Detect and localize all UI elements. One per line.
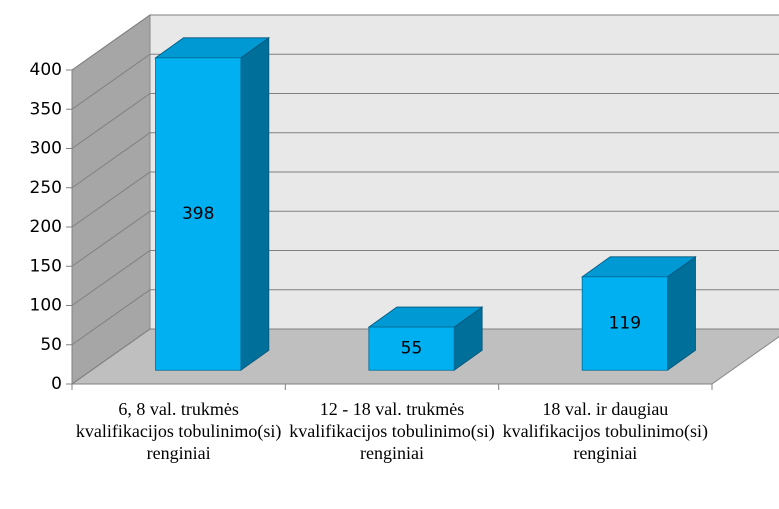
y-tick-label: 100 xyxy=(30,296,62,316)
grid-line xyxy=(71,132,779,189)
x-tick-label: 12 - 18 val. trukmės kvalifikacijos tobu… xyxy=(289,399,495,463)
y-tick-label: 50 xyxy=(40,335,62,355)
bar xyxy=(155,57,242,371)
grid-line xyxy=(71,250,779,306)
grid-line xyxy=(71,53,779,110)
grid-line xyxy=(71,14,779,71)
y-tick-label: 350 xyxy=(30,99,62,119)
bar xyxy=(581,276,668,371)
y-tick-label: 300 xyxy=(30,139,62,159)
y-tick-label: 400 xyxy=(30,60,62,80)
y-tick-label: 250 xyxy=(30,178,62,198)
value-label: 398 xyxy=(182,204,214,224)
grid-line xyxy=(71,171,779,228)
bar-side xyxy=(240,37,270,372)
value-label: 55 xyxy=(401,339,423,359)
y-tick-label: 150 xyxy=(30,256,62,276)
x-tick-label: 18 val. ir daugiau kvalifikacijos tobuli… xyxy=(502,399,709,463)
x-tick-label: 6, 8 val. trukmės kvalifikacijos tobulin… xyxy=(75,399,282,463)
bar xyxy=(368,326,455,371)
y-tick-label: 0 xyxy=(51,374,62,394)
value-label: 119 xyxy=(609,314,641,334)
grid-line xyxy=(71,93,779,149)
grid-line xyxy=(71,210,779,267)
y-tick-label: 200 xyxy=(30,217,62,237)
grid-line xyxy=(71,289,779,346)
grid-line xyxy=(71,328,779,385)
